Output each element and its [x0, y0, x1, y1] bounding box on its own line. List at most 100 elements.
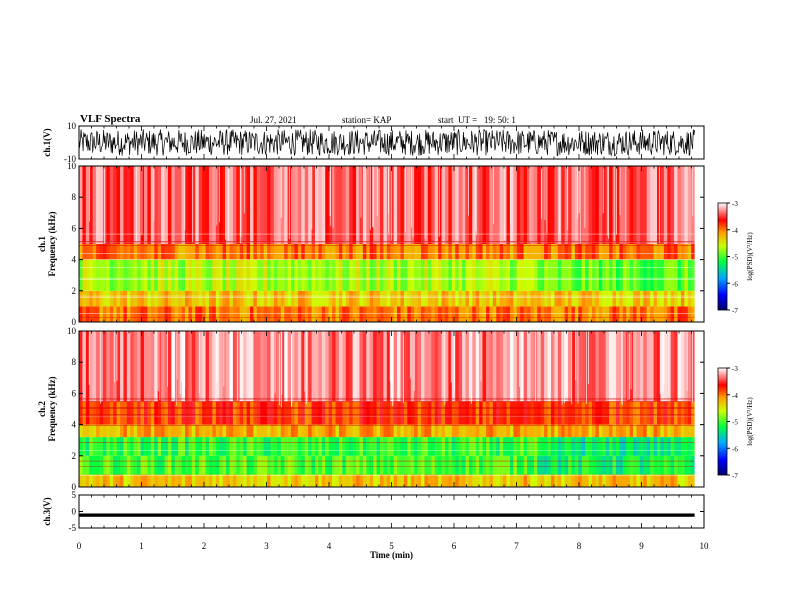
spectrogram-cell — [643, 474, 648, 487]
spectrogram-cell — [431, 331, 436, 402]
spectrogram-cell — [256, 290, 261, 307]
spectrogram-cell — [267, 290, 271, 307]
spectrogram-cell — [619, 244, 624, 260]
spectrogram-cell — [674, 455, 678, 475]
spectrogram-cell — [680, 474, 685, 487]
spectrogram-cell — [373, 401, 377, 425]
spectrogram-cell — [550, 306, 555, 322]
colorbar-tick-label: -3 — [732, 200, 738, 208]
spectrogram-cell — [356, 474, 360, 487]
spectrogram-cell — [246, 244, 251, 260]
spectrogram-cell — [462, 290, 466, 307]
spectrogram-cell — [397, 331, 401, 402]
spectrogram-cell — [205, 437, 210, 456]
spectrogram-cell — [585, 290, 589, 307]
spectrogram-cell — [687, 437, 692, 456]
spectrogram-cell — [663, 474, 668, 487]
spectrogram-cell — [376, 437, 381, 456]
spectrogram-cell — [451, 474, 456, 487]
spectrogram-cell — [109, 290, 114, 307]
spectrogram-cell — [318, 259, 323, 291]
spectrogram-cell — [366, 331, 371, 402]
spectrogram-cell — [574, 455, 579, 475]
spectrogram-cell — [335, 401, 340, 425]
spectrogram-cell — [198, 401, 203, 425]
spectrogram-cell — [383, 424, 388, 438]
spectrogram-cell — [246, 455, 251, 475]
spectrogram-cell — [379, 401, 384, 425]
spectrogram-cell — [492, 290, 497, 307]
spectrogram-cell — [321, 331, 326, 402]
spectrogram-cell — [219, 259, 224, 291]
spectrogram-cell — [691, 424, 696, 438]
spectrogram-cell — [434, 244, 439, 260]
spectrogram-cell — [448, 244, 453, 260]
spectrogram-cell — [338, 474, 343, 487]
spectrogram-cell — [109, 474, 114, 487]
spectrogram-cell — [660, 244, 665, 260]
spectrogram-cell — [314, 290, 319, 307]
spectrogram-cell — [147, 166, 152, 244]
spectrogram-cell — [540, 455, 545, 475]
spectrogram-cell — [639, 437, 644, 456]
spectrogram-cell — [578, 306, 583, 322]
spectrogram-cell — [167, 437, 172, 456]
spectrogram-cell — [592, 401, 596, 425]
spectrogram-cell — [284, 455, 289, 475]
spectrogram-cell — [592, 474, 596, 487]
spectrogram-cell — [219, 455, 224, 475]
spectrogram-cell — [280, 401, 285, 425]
spectrogram-cell — [123, 401, 128, 425]
spectrogram-cell — [431, 244, 436, 260]
spectrogram-cell — [540, 244, 545, 260]
spectrogram-cell — [102, 244, 107, 260]
spectrogram-cell — [602, 290, 607, 307]
spectrogram-cell — [174, 166, 179, 244]
spectrogram-cell — [670, 244, 675, 260]
spectrogram-cell — [126, 259, 131, 291]
spectrogram-cell — [486, 166, 490, 244]
spectrogram-cell — [619, 474, 624, 487]
spectrogram-cell — [287, 437, 292, 456]
spectrogram-cell — [421, 424, 425, 438]
spectrogram-cell — [373, 455, 377, 475]
spectrogram-cell — [403, 455, 408, 475]
spectrogram-cell — [178, 455, 182, 475]
spectrogram-cell — [612, 455, 617, 475]
spectrogram-cell — [366, 455, 371, 475]
spectrogram-cell — [527, 259, 531, 291]
spectrogram-cell — [448, 166, 453, 244]
spectrogram-cell — [503, 424, 507, 438]
spectrogram-cell — [294, 259, 299, 291]
spectrogram-cell — [226, 424, 230, 438]
spectrogram-cell — [171, 306, 176, 322]
spectrogram-cell — [451, 259, 456, 291]
spectrogram-cell — [198, 306, 203, 322]
spectrogram-cell — [239, 437, 244, 456]
spectrogram-cell — [164, 259, 169, 291]
spectrogram-cell — [561, 306, 566, 322]
spectrogram-cell — [626, 290, 631, 307]
spectrogram-cell — [174, 424, 179, 438]
spectrogram-cell — [475, 474, 480, 487]
spectrogram-cell — [598, 306, 603, 322]
spectrogram-cell — [397, 259, 401, 291]
spectrogram-cell — [157, 306, 162, 322]
spectrogram-cell — [373, 437, 377, 456]
spectrogram-cell — [188, 244, 193, 260]
spectrogram-cell — [527, 244, 531, 260]
spectrogram-cell — [605, 244, 610, 260]
spectrogram-cell — [660, 455, 665, 475]
spectrogram-cell — [239, 401, 244, 425]
spectrogram-cell — [311, 306, 316, 322]
spectrogram-cell — [537, 306, 542, 322]
spectrogram-cell — [684, 331, 689, 402]
spectrogram-cell — [554, 401, 559, 425]
spectrogram-cell — [530, 290, 535, 307]
spectrogram-cell — [318, 331, 323, 402]
spectrogram-cell — [653, 259, 658, 291]
spectrogram-cell — [253, 474, 258, 487]
spectrogram-cell — [592, 331, 596, 402]
spectrogram-cell — [154, 244, 159, 260]
spectrogram-cell — [622, 290, 627, 307]
